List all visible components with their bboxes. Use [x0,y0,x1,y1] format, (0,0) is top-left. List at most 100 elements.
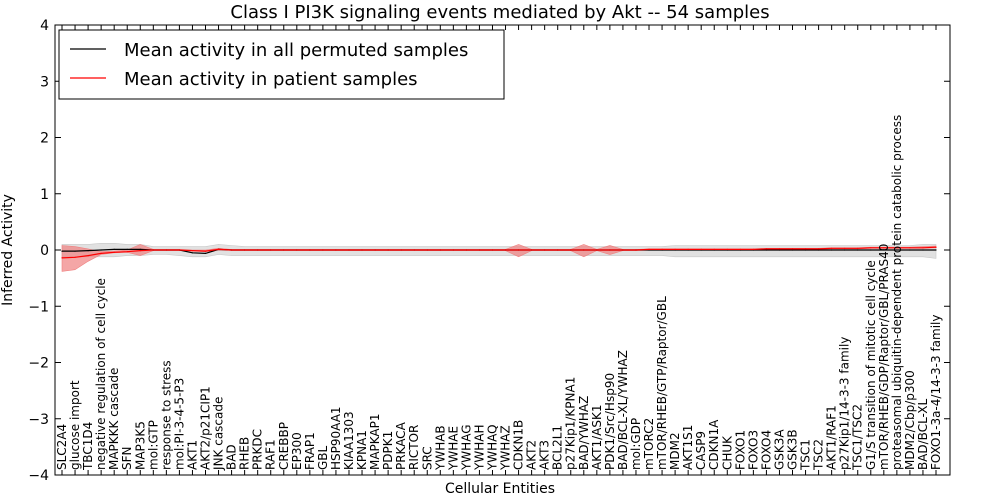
data-point [504,249,507,251]
y-tick-label: 4 [40,18,49,34]
data-point [244,249,246,251]
x-category-label: PDPK1 [381,431,395,470]
data-point [270,249,272,251]
x-category-label: YWHAB [433,425,447,471]
data-point [361,249,363,251]
y-tick-label: −3 [28,412,49,428]
data-point [191,250,193,252]
data-point [805,248,807,250]
data-point [870,249,872,251]
x-category-label: response to stress [159,360,173,470]
x-category-label: CDKN1B [512,420,526,470]
data-point [674,248,676,250]
y-axis-label: Inferred Activity [0,194,16,306]
data-point [831,247,833,249]
x-category-label: EP300 [290,432,304,470]
data-point [544,249,546,251]
x-category-label: YWHAE [446,426,460,471]
x-category-label: CASP9 [694,431,708,470]
x-category-label: RICTOR [407,425,421,470]
x-category-label: PRKACA [394,421,408,470]
data-point [257,249,259,251]
data-point [113,251,115,253]
data-point [387,249,389,251]
x-category-label: p27Kip1/14-3-3 family [838,337,852,470]
data-point [126,248,128,250]
data-point [765,249,768,251]
data-point [818,248,820,250]
data-point [687,248,689,250]
data-point [100,252,102,254]
data-point [139,250,141,252]
x-category-label: MDM2 [668,432,682,470]
y-tick-label: −2 [28,356,49,372]
x-category-label: BAD/YWHAZ [577,396,591,470]
x-category-label: YWHAH [472,425,486,471]
data-point [518,249,520,251]
x-category-label: proteasomal ubiquitin-dependent protein … [890,115,904,470]
data-point [126,251,128,253]
data-point [491,249,494,251]
x-category-label: mTOR/RHEB/GTP/Raptor/GBL [655,296,669,470]
x-category-label: YWHAG [459,424,473,471]
data-point [805,249,807,251]
x-category-label: TSC2 [812,439,826,471]
data-point [400,249,402,251]
data-point [61,250,63,252]
data-point [335,249,337,251]
data-point [231,249,233,251]
data-point [739,248,741,250]
x-category-label: mTORC2 [642,418,656,470]
x-category-label: SLC2A4 [55,424,69,470]
x-category-label: PRKDC [251,429,265,470]
x-category-label: BAD/BCL-XL/YWHAZ [616,350,630,470]
data-point [609,249,611,251]
x-axis-category-labels: SLC2A4 glucose import TBC1D4 negative regul… [55,115,943,471]
x-axis-ticks [61,25,937,475]
data-point [818,249,820,251]
x-category-label: CREBBP [277,422,291,470]
data-point [648,248,650,250]
data-point [922,247,924,249]
data-point [557,249,559,251]
data-point [778,248,781,250]
x-category-label: JNK cascade [212,397,226,471]
data-point [139,248,141,250]
data-point [844,247,846,249]
data-point [348,249,350,251]
data-point [296,249,298,251]
data-point [935,246,937,248]
x-category-label: AKT2/p21CIP1 [199,386,213,470]
x-category-label: MDM2/Cbp/p300 [903,370,917,470]
data-point [374,249,376,251]
data-point [309,249,311,251]
data-point [570,249,572,251]
x-category-label: HSP90AA1 [329,406,343,470]
x-category-label: FOXO1-3a-4/14-3-3 family [929,315,943,471]
x-category-label: negative regulation of cell cycle [94,278,108,470]
y-tick-label: −1 [28,299,49,315]
x-category-label: AKT3 [538,440,552,470]
x-category-label: SFN [120,446,134,470]
x-axis-label: Cellular Entities [445,481,555,497]
legend-label-patient: Mean activity in patient samples [124,69,418,90]
x-category-label: TSC1 [799,439,813,471]
x-category-label: MAP3K5 [133,421,147,470]
x-category-label: BAD [225,444,239,470]
x-category-label: GBL [316,445,330,470]
x-category-label: GSK3B [786,429,800,470]
x-category-label: AKT2 [525,440,539,470]
data-point [752,248,755,250]
data-point [74,256,76,258]
data-point [87,255,89,257]
y-tick-label: 1 [40,187,49,203]
x-category-label: AKT1/RAF1 [825,405,839,470]
data-point [87,250,89,252]
x-category-label: AKT1 [185,440,199,470]
data-point [778,249,781,251]
data-point [844,249,846,251]
x-category-label: FOXO1 [733,430,747,470]
data-point [726,248,728,250]
data-point [113,248,115,250]
